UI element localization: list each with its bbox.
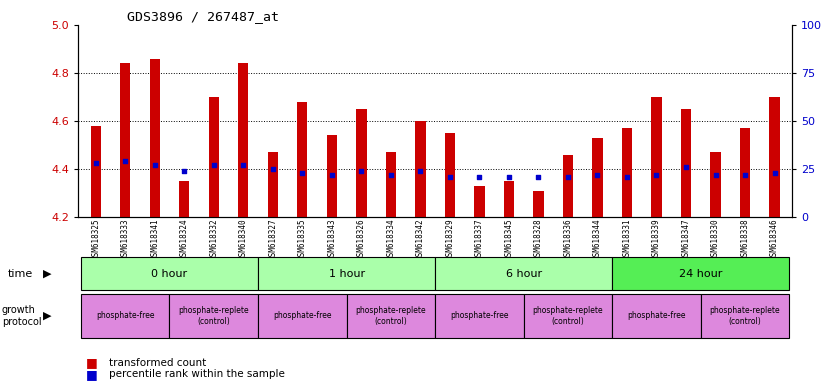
Bar <box>475 186 484 217</box>
Bar <box>120 63 131 217</box>
Point <box>532 174 545 180</box>
Point <box>680 164 693 170</box>
Bar <box>612 294 701 338</box>
Bar <box>327 136 337 217</box>
Text: phosphate-free: phosphate-free <box>273 311 332 320</box>
Point <box>266 166 279 172</box>
Bar <box>612 257 789 290</box>
Point <box>443 174 456 180</box>
Bar <box>562 155 573 217</box>
Bar <box>435 257 612 290</box>
Text: GDS3896 / 267487_at: GDS3896 / 267487_at <box>127 10 279 23</box>
Bar <box>524 294 612 338</box>
Text: phosphate-free: phosphate-free <box>450 311 509 320</box>
Point <box>414 168 427 174</box>
Bar <box>740 128 750 217</box>
Bar <box>435 294 524 338</box>
Bar <box>592 138 603 217</box>
Text: 24 hour: 24 hour <box>679 268 722 279</box>
Text: ■: ■ <box>86 368 98 381</box>
Bar <box>81 257 258 290</box>
Text: growth
protocol: growth protocol <box>2 305 41 327</box>
Text: ■: ■ <box>86 356 98 369</box>
Point <box>502 174 516 180</box>
Bar <box>534 190 544 217</box>
Bar <box>651 97 662 217</box>
Bar <box>90 126 101 217</box>
Point <box>384 172 397 178</box>
Text: phosphate-replete
(control): phosphate-replete (control) <box>709 306 780 326</box>
Text: time: time <box>8 268 34 279</box>
Text: ▶: ▶ <box>44 311 52 321</box>
Text: percentile rank within the sample: percentile rank within the sample <box>109 369 285 379</box>
Point <box>591 172 604 178</box>
Bar <box>258 294 346 338</box>
Bar <box>701 294 789 338</box>
Point <box>236 162 250 168</box>
Bar <box>81 294 169 338</box>
Text: phosphate-free: phosphate-free <box>627 311 686 320</box>
Bar <box>710 152 721 217</box>
Point <box>207 162 220 168</box>
Point <box>355 168 368 174</box>
Bar <box>386 152 396 217</box>
Point <box>709 172 722 178</box>
Point <box>650 172 663 178</box>
Text: 6 hour: 6 hour <box>506 268 542 279</box>
Text: transformed count: transformed count <box>109 358 206 368</box>
Text: 1 hour: 1 hour <box>328 268 365 279</box>
Text: phosphate-free: phosphate-free <box>96 311 154 320</box>
Text: 0 hour: 0 hour <box>151 268 187 279</box>
Point <box>177 168 190 174</box>
Point <box>148 162 161 168</box>
Bar <box>769 97 780 217</box>
Bar <box>621 128 632 217</box>
Bar <box>238 63 249 217</box>
Point <box>768 170 781 176</box>
Bar <box>681 109 691 217</box>
Text: phosphate-replete
(control): phosphate-replete (control) <box>178 306 249 326</box>
Bar <box>209 97 219 217</box>
Point <box>89 160 103 166</box>
Point <box>621 174 634 180</box>
Bar <box>179 181 190 217</box>
Bar <box>149 58 160 217</box>
Bar <box>356 109 366 217</box>
Bar <box>346 294 435 338</box>
Text: phosphate-replete
(control): phosphate-replete (control) <box>355 306 426 326</box>
Point <box>119 158 132 164</box>
Text: phosphate-replete
(control): phosphate-replete (control) <box>533 306 603 326</box>
Bar <box>169 294 258 338</box>
Bar <box>445 133 455 217</box>
Point <box>562 174 575 180</box>
Point <box>296 170 309 176</box>
Bar <box>504 181 514 217</box>
Bar <box>268 152 278 217</box>
Point <box>473 174 486 180</box>
Bar <box>415 121 425 217</box>
Bar <box>258 257 435 290</box>
Bar <box>297 102 308 217</box>
Point <box>738 172 751 178</box>
Point <box>325 172 338 178</box>
Text: ▶: ▶ <box>44 268 52 279</box>
